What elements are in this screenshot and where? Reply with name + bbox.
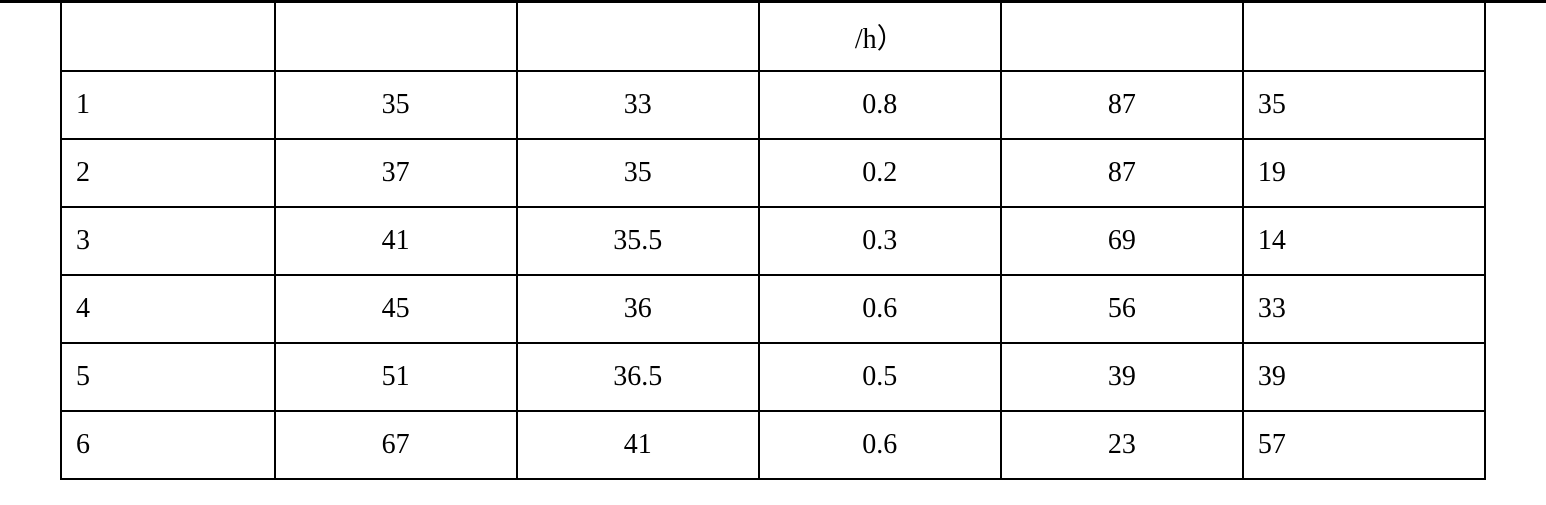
cell: 33 [1243, 275, 1485, 343]
cell: 0.6 [759, 275, 1001, 343]
cell: 0.8 [759, 71, 1001, 139]
cell: 0.6 [759, 411, 1001, 479]
cell: 39 [1243, 343, 1485, 411]
cell: 23 [1001, 411, 1243, 479]
cell: 67 [275, 411, 517, 479]
cell: 36.5 [517, 343, 759, 411]
table-container: /h） 1 35 33 0.8 87 35 2 37 35 0.2 87 19 … [0, 0, 1546, 480]
cell: 1 [61, 71, 275, 139]
cell: 39 [1001, 343, 1243, 411]
header-cell-2 [517, 3, 759, 71]
cell: 4 [61, 275, 275, 343]
cell: 41 [275, 207, 517, 275]
header-cell-5 [1243, 3, 1485, 71]
cell: 3 [61, 207, 275, 275]
cell: 35.5 [517, 207, 759, 275]
cell: 5 [61, 343, 275, 411]
cell: 0.5 [759, 343, 1001, 411]
cell: 37 [275, 139, 517, 207]
cell: 57 [1243, 411, 1485, 479]
cell: 6 [61, 411, 275, 479]
table-row: 5 51 36.5 0.5 39 39 [61, 343, 1485, 411]
cell: 36 [517, 275, 759, 343]
cell: 87 [1001, 139, 1243, 207]
cell: 56 [1001, 275, 1243, 343]
header-cell-0 [61, 3, 275, 71]
table-row: 1 35 33 0.8 87 35 [61, 71, 1485, 139]
table-row: 2 37 35 0.2 87 19 [61, 139, 1485, 207]
cell: 69 [1001, 207, 1243, 275]
cell: 0.3 [759, 207, 1001, 275]
cell: 51 [275, 343, 517, 411]
cell: 35 [517, 139, 759, 207]
header-cell-1 [275, 3, 517, 71]
table-row: 6 67 41 0.6 23 57 [61, 411, 1485, 479]
cell: 0.2 [759, 139, 1001, 207]
cell: 19 [1243, 139, 1485, 207]
table-row: 4 45 36 0.6 56 33 [61, 275, 1485, 343]
cell: 35 [1243, 71, 1485, 139]
data-table: /h） 1 35 33 0.8 87 35 2 37 35 0.2 87 19 … [60, 3, 1486, 480]
cell: 41 [517, 411, 759, 479]
table-header-row: /h） [61, 3, 1485, 71]
cell: 14 [1243, 207, 1485, 275]
cell: 35 [275, 71, 517, 139]
cell: 45 [275, 275, 517, 343]
table-row: 3 41 35.5 0.3 69 14 [61, 207, 1485, 275]
cell: 87 [1001, 71, 1243, 139]
header-cell-3: /h） [759, 3, 1001, 71]
cell: 33 [517, 71, 759, 139]
header-cell-4 [1001, 3, 1243, 71]
cell: 2 [61, 139, 275, 207]
